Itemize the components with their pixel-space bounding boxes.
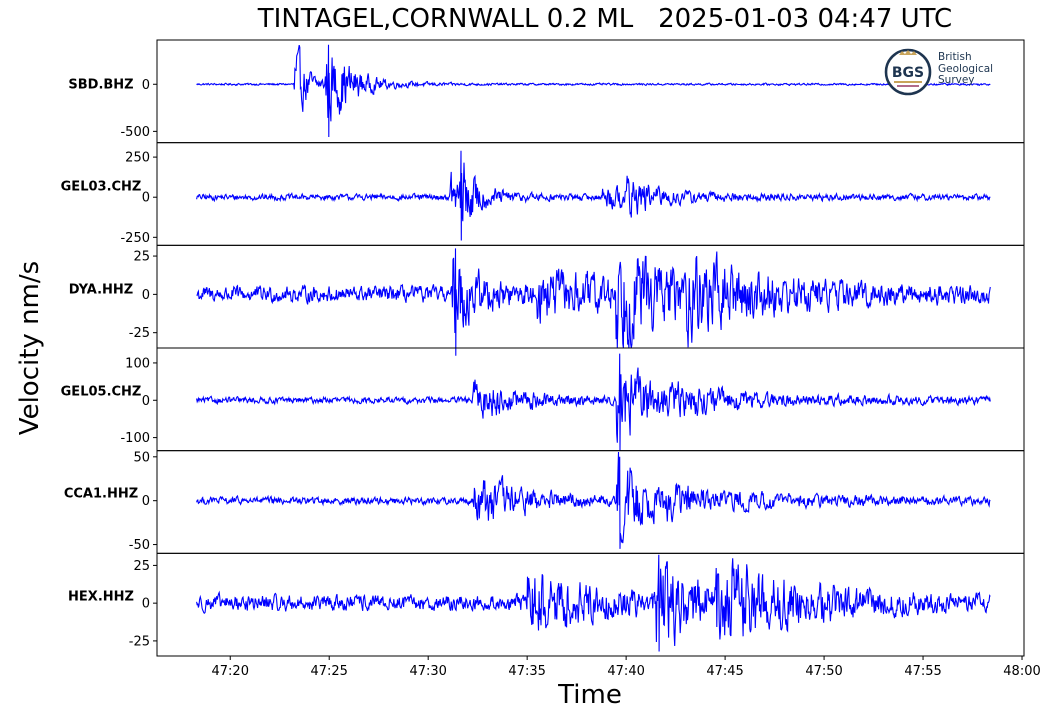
chart-title: TINTAGEL,CORNWALL 0.2 ML 2025-01-03 04:4…	[257, 4, 953, 34]
seismogram-trace	[196, 150, 991, 241]
y-tick-label: 0	[142, 394, 150, 409]
y-tick-label: 0	[142, 494, 150, 509]
seismogram-trace	[196, 353, 991, 451]
seismogram-trace	[196, 248, 991, 356]
x-tick-label: 47:20	[212, 664, 249, 679]
seismogram-trace	[196, 451, 991, 549]
y-tick-label: 50	[133, 450, 150, 465]
x-tick-label: 47:40	[607, 664, 644, 679]
station-label: GEL03.CHZ	[60, 179, 142, 195]
logo-line: Geological	[938, 62, 994, 75]
seismogram-trace	[196, 44, 991, 138]
y-tick-label: -25	[129, 634, 150, 649]
x-tick-label: 47:50	[805, 664, 842, 679]
y-tick-label: -50	[129, 538, 150, 553]
y-tick-label: 0	[142, 288, 150, 303]
y-tick-label: 0	[142, 191, 150, 206]
seismogram-trace	[196, 554, 991, 652]
y-tick-label: 25	[133, 559, 150, 574]
y-tick-label: 0	[142, 78, 150, 93]
x-tick-label: 47:45	[706, 664, 743, 679]
panel-frame	[156, 142, 1025, 246]
logo-line: British	[938, 51, 972, 63]
station-label: GEL05.CHZ	[60, 384, 142, 400]
x-tick-label: 47:35	[508, 664, 545, 679]
station-label: SBD.BHZ	[68, 77, 134, 93]
y-tick-label: -500	[120, 125, 150, 140]
y-tick-label: -100	[120, 431, 150, 446]
y-tick-label: -25	[129, 326, 150, 341]
y-tick-label: 250	[125, 151, 150, 166]
station-label: HEX.HHZ	[68, 589, 134, 605]
x-tick-label: 47:55	[904, 664, 941, 679]
logo-text: British Geological Survey	[938, 51, 994, 87]
bgs-logo: BGS	[884, 48, 932, 96]
y-tick-label: 100	[125, 356, 150, 371]
y-tick-label: -250	[120, 231, 150, 246]
logo-lettering: BGS	[892, 65, 924, 81]
x-axis-label: Time	[558, 680, 622, 710]
logo-line: Survey	[938, 74, 975, 86]
y-tick-label: 0	[142, 597, 150, 612]
y-tick-label: 25	[133, 250, 150, 265]
panel-frame	[156, 552, 1025, 657]
x-tick-label: 48:00	[1003, 664, 1040, 679]
station-label: DYA.HHZ	[68, 282, 134, 298]
x-tick-label: 47:30	[409, 664, 446, 679]
station-label: CCA1.HHZ	[63, 486, 139, 502]
x-tick-label: 47:25	[310, 664, 347, 679]
